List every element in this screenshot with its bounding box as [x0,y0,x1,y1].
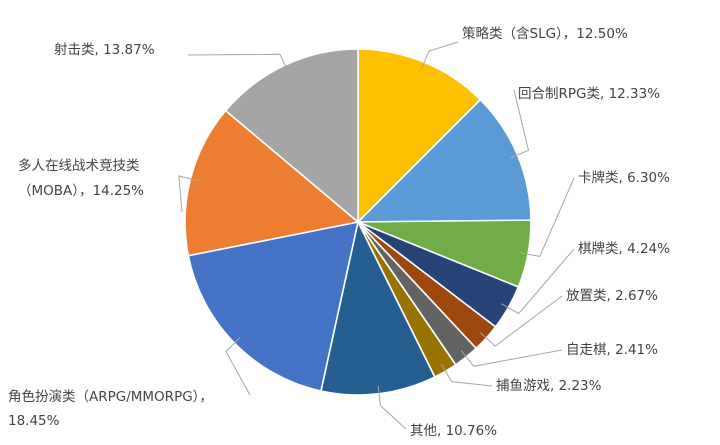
leader-lines [178,41,575,430]
data-label-7: 其他, 10.76% [410,423,497,439]
data-label-9-line0: 多人在线战术竞技类 [18,157,140,174]
data-label-10: 射击类, 13.87% [54,42,155,58]
data-label-3: 棋牌类, 4.24% [578,240,670,257]
data-label-8-line1: 18.45% [8,413,60,429]
data-label-8-line0: 角色扮演类（ARPG/MMORPG）， [8,388,213,405]
leader-line-2 [520,177,575,257]
data-label-5: 自走棋, 2.41% [566,342,658,358]
leader-line-9 [178,175,199,213]
leader-line-8 [225,337,251,396]
leader-line-6 [440,364,493,387]
data-labels: 策略类（含SLG），12.50% 回合制RPG类, 12.33% 卡牌类, 6.30… [8,25,670,439]
data-label-1: 回合制RPG类, 12.33% [518,86,660,102]
leader-line-7 [377,385,407,430]
data-label-2: 卡牌类, 6.30% [578,169,670,186]
pie-slices [184,48,532,396]
data-label-4: 放置类, 2.67% [566,288,658,304]
leader-line-0 [420,41,459,70]
data-label-0: 策略类（含SLG），12.50% [462,25,628,42]
leader-line-1 [509,89,530,159]
leader-line-5 [460,349,563,367]
leader-line-10 [187,53,289,73]
data-label-9-line1: （MOBA），14.25% [18,183,144,199]
data-label-6: 捕鱼游戏, 2.23% [496,377,602,394]
leader-line-4 [480,295,563,347]
leader-line-3 [501,248,575,315]
